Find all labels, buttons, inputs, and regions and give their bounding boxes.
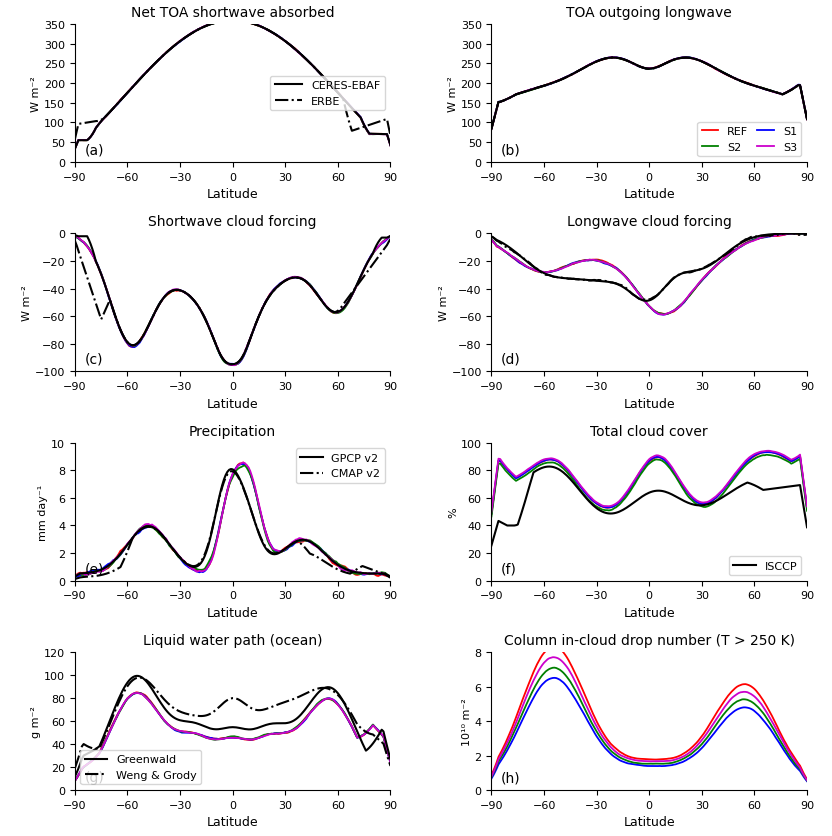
- Title: Net TOA shortwave absorbed: Net TOA shortwave absorbed: [131, 6, 334, 20]
- Y-axis label: %: %: [448, 507, 458, 517]
- Title: Total cloud cover: Total cloud cover: [591, 424, 708, 438]
- Y-axis label: W m⁻²: W m⁻²: [22, 285, 32, 321]
- Y-axis label: g m⁻²: g m⁻²: [32, 706, 42, 737]
- Text: (f): (f): [501, 562, 517, 575]
- X-axis label: Latitude: Latitude: [207, 397, 259, 410]
- Text: (g): (g): [84, 771, 104, 784]
- Title: Precipitation: Precipitation: [189, 424, 276, 438]
- Title: Liquid water path (ocean): Liquid water path (ocean): [143, 633, 323, 647]
- Y-axis label: mm day⁻¹: mm day⁻¹: [38, 484, 48, 540]
- Text: (e): (e): [84, 562, 104, 575]
- X-axis label: Latitude: Latitude: [623, 606, 675, 619]
- Text: (c): (c): [84, 352, 103, 366]
- Legend: REF, S2, S1, S3: REF, S2, S1, S3: [697, 123, 801, 157]
- Y-axis label: W m⁻²: W m⁻²: [448, 76, 458, 112]
- Text: (h): (h): [501, 771, 521, 784]
- Legend: ISCCP: ISCCP: [729, 557, 801, 575]
- X-axis label: Latitude: Latitude: [207, 815, 259, 828]
- Text: (b): (b): [501, 143, 521, 157]
- X-axis label: Latitude: Latitude: [623, 815, 675, 828]
- Title: Shortwave cloud forcing: Shortwave cloud forcing: [148, 215, 317, 229]
- Title: Longwave cloud forcing: Longwave cloud forcing: [567, 215, 731, 229]
- Legend: Greenwald, Weng & Grody: Greenwald, Weng & Grody: [81, 750, 201, 784]
- Legend: GPCP v2, CMAP v2: GPCP v2, CMAP v2: [296, 449, 385, 483]
- Text: (d): (d): [501, 352, 521, 366]
- X-axis label: Latitude: Latitude: [207, 188, 259, 201]
- Y-axis label: 10¹⁰ m⁻²: 10¹⁰ m⁻²: [462, 697, 472, 745]
- X-axis label: Latitude: Latitude: [623, 188, 675, 201]
- Text: (a): (a): [84, 143, 104, 157]
- X-axis label: Latitude: Latitude: [207, 606, 259, 619]
- X-axis label: Latitude: Latitude: [623, 397, 675, 410]
- Title: Column in-cloud drop number (T > 250 K): Column in-cloud drop number (T > 250 K): [503, 633, 795, 647]
- Y-axis label: W m⁻²: W m⁻²: [438, 285, 448, 321]
- Y-axis label: W m⁻²: W m⁻²: [32, 76, 42, 112]
- Legend: CERES-EBAF, ERBE: CERES-EBAF, ERBE: [270, 77, 385, 111]
- Title: TOA outgoing longwave: TOA outgoing longwave: [567, 6, 732, 20]
